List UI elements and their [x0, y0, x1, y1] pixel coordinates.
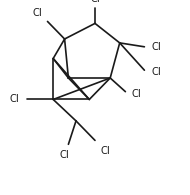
- Text: Cl: Cl: [60, 150, 70, 160]
- Text: Cl: Cl: [101, 146, 110, 156]
- Text: Cl: Cl: [32, 8, 42, 18]
- Text: Cl: Cl: [131, 89, 141, 99]
- Text: Cl: Cl: [152, 42, 162, 52]
- Text: Cl: Cl: [90, 0, 100, 4]
- Text: Cl: Cl: [152, 67, 162, 77]
- Text: Cl: Cl: [9, 94, 19, 105]
